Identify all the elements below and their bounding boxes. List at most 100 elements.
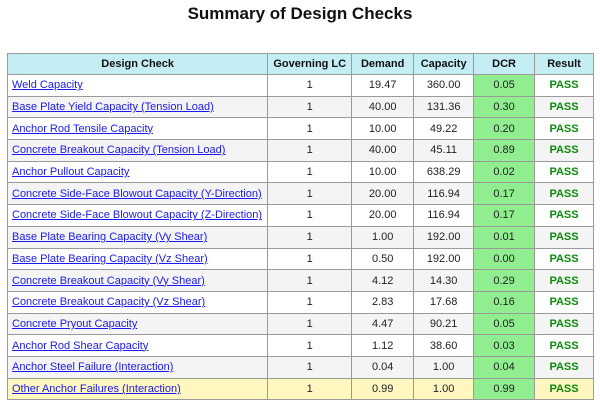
column-header: Capacity — [413, 53, 475, 75]
demand-cell: 4.47 — [351, 312, 415, 336]
design-check-link[interactable]: Anchor Rod Tensile Capacity — [12, 122, 154, 135]
governing-lc-cell: 1 — [267, 74, 353, 97]
dcr-cell: 0.05 — [473, 74, 536, 97]
design-check-cell: Weld Capacity — [6, 74, 269, 97]
design-check-cell: Concrete Breakout Capacity (Tension Load… — [6, 139, 269, 162]
governing-lc-cell: 1 — [267, 225, 353, 249]
result-cell: PASS — [534, 377, 594, 401]
design-check-cell: Anchor Rod Shear Capacity — [6, 334, 269, 357]
dcr-cell: 0.89 — [473, 139, 536, 162]
design-check-cell: Other Anchor Failures (Interaction) — [6, 377, 269, 401]
dcr-cell: 0.01 — [473, 225, 536, 249]
dcr-cell: 0.16 — [473, 290, 536, 314]
capacity-cell: 116.94 — [413, 204, 475, 227]
capacity-cell: 638.29 — [413, 160, 475, 184]
result-cell: PASS — [534, 312, 594, 336]
capacity-cell: 49.22 — [413, 117, 475, 141]
table-row: Concrete Breakout Capacity (Tension Load… — [6, 139, 594, 162]
capacity-cell: 192.00 — [413, 247, 475, 271]
demand-cell: 40.00 — [351, 95, 415, 119]
demand-cell: 1.12 — [351, 334, 415, 357]
design-check-link[interactable]: Concrete Breakout Capacity (Vz Shear) — [12, 296, 206, 309]
governing-lc-cell: 1 — [267, 334, 353, 357]
design-check-link[interactable]: Base Plate Bearing Capacity (Vz Shear) — [12, 252, 208, 265]
demand-cell: 40.00 — [351, 139, 415, 162]
demand-cell: 10.00 — [351, 117, 415, 141]
column-header: DCR — [473, 53, 536, 75]
demand-cell: 0.04 — [351, 355, 415, 379]
design-check-cell: Base Plate Yield Capacity (Tension Load) — [6, 95, 269, 119]
design-check-cell: Base Plate Bearing Capacity (Vy Shear) — [6, 225, 269, 249]
governing-lc-cell: 1 — [267, 377, 353, 401]
capacity-cell: 14.30 — [413, 269, 475, 292]
dcr-cell: 0.20 — [473, 117, 536, 141]
result-cell: PASS — [534, 182, 594, 206]
dcr-cell: 0.03 — [473, 334, 536, 357]
result-cell: PASS — [534, 247, 594, 271]
demand-cell: 1.00 — [351, 225, 415, 249]
table-row: Anchor Pullout Capacity 1 10.00 638.29 0.02 P… — [6, 160, 594, 184]
dcr-cell: 0.17 — [473, 182, 536, 206]
table-row: Base Plate Bearing Capacity (Vz Shear) 1 0… — [6, 247, 594, 271]
capacity-cell: 38.60 — [413, 334, 475, 357]
dcr-cell: 0.30 — [473, 95, 536, 119]
capacity-cell: 116.94 — [413, 182, 475, 206]
design-check-cell: Concrete Breakout Capacity (Vz Shear) — [6, 290, 269, 314]
result-cell: PASS — [534, 269, 594, 292]
demand-cell: 2.83 — [351, 290, 415, 314]
table-row: Concrete Side-Face Blowout Capacity (Y-D… — [6, 182, 594, 206]
demand-cell: 19.47 — [351, 74, 415, 97]
design-check-cell: Anchor Steel Failure (Interaction) — [6, 355, 269, 379]
header-row: Design Check Governing LC Demand Capacity DC… — [6, 53, 594, 75]
design-check-cell: Anchor Rod Tensile Capacity — [6, 117, 269, 141]
capacity-cell: 131.36 — [413, 95, 475, 119]
design-check-link[interactable]: Base Plate Yield Capacity (Tension Load) — [12, 101, 214, 114]
governing-lc-cell: 1 — [267, 182, 353, 206]
result-cell: PASS — [534, 225, 594, 249]
table-row: Base Plate Yield Capacity (Tension Load)… — [6, 95, 594, 119]
design-check-link[interactable]: Other Anchor Failures (Interaction) — [12, 382, 181, 395]
table-row: Anchor Rod Tensile Capacity 1 10.00 49.22 0.… — [6, 117, 594, 141]
design-check-cell: Anchor Pullout Capacity — [6, 160, 269, 184]
design-check-link[interactable]: Concrete Pryout Capacity — [12, 317, 138, 330]
design-check-link[interactable]: Base Plate Bearing Capacity (Vy Shear) — [12, 231, 208, 244]
table-row: Concrete Breakout Capacity (Vy Shear) 1 4.… — [6, 269, 594, 292]
dcr-cell: 0.04 — [473, 355, 536, 379]
capacity-cell: 17.68 — [413, 290, 475, 314]
result-cell: PASS — [534, 117, 594, 141]
column-header: Design Check — [6, 53, 269, 75]
result-cell: PASS — [534, 355, 594, 379]
design-check-link[interactable]: Anchor Pullout Capacity — [12, 166, 130, 179]
design-check-cell: Base Plate Bearing Capacity (Vz Shear) — [6, 247, 269, 271]
design-check-link[interactable]: Concrete Breakout Capacity (Vy Shear) — [12, 274, 205, 287]
design-check-link[interactable]: Concrete Side-Face Blowout Capacity (Y-D… — [12, 187, 262, 200]
capacity-cell: 360.00 — [413, 74, 475, 97]
demand-cell: 20.00 — [351, 204, 415, 227]
design-check-link[interactable]: Weld Capacity — [12, 79, 83, 92]
design-check-link[interactable]: Anchor Steel Failure (Interaction) — [12, 361, 174, 374]
table-body: Weld Capacity 1 19.47 360.00 0.05 PASS Base Pl… — [6, 74, 594, 401]
design-check-cell: Concrete Breakout Capacity (Vy Shear) — [6, 269, 269, 292]
design-check-cell: Concrete Pryout Capacity — [6, 312, 269, 336]
capacity-cell: 45.11 — [413, 139, 475, 162]
result-cell: PASS — [534, 290, 594, 314]
design-checks-table: Design Check Governing LC Demand Capacity DC… — [6, 53, 594, 401]
demand-cell: 0.50 — [351, 247, 415, 271]
table-row: Base Plate Bearing Capacity (Vy Shear) 1 1… — [6, 225, 594, 249]
design-check-link[interactable]: Concrete Breakout Capacity (Tension Load… — [12, 144, 226, 157]
table-row: Concrete Side-Face Blowout Capacity (Z-D… — [6, 204, 594, 227]
capacity-cell: 90.21 — [413, 312, 475, 336]
design-check-link[interactable]: Anchor Rod Shear Capacity — [12, 339, 149, 352]
table-row: Concrete Pryout Capacity 1 4.47 90.21 0.05 PA… — [6, 312, 594, 336]
capacity-cell: 1.00 — [413, 355, 475, 379]
governing-lc-cell: 1 — [267, 117, 353, 141]
governing-lc-cell: 1 — [267, 95, 353, 119]
design-check-link[interactable]: Concrete Side-Face Blowout Capacity (Z-D… — [12, 209, 263, 222]
table-row: Weld Capacity 1 19.47 360.00 0.05 PASS — [6, 74, 594, 97]
table-row: Concrete Breakout Capacity (Vz Shear) 1 2.… — [6, 290, 594, 314]
column-header: Governing LC — [267, 53, 353, 75]
dcr-cell: 0.99 — [473, 377, 536, 401]
dcr-cell: 0.00 — [473, 247, 536, 271]
table-row: Anchor Steel Failure (Interaction) 1 0.04 1… — [6, 355, 594, 379]
